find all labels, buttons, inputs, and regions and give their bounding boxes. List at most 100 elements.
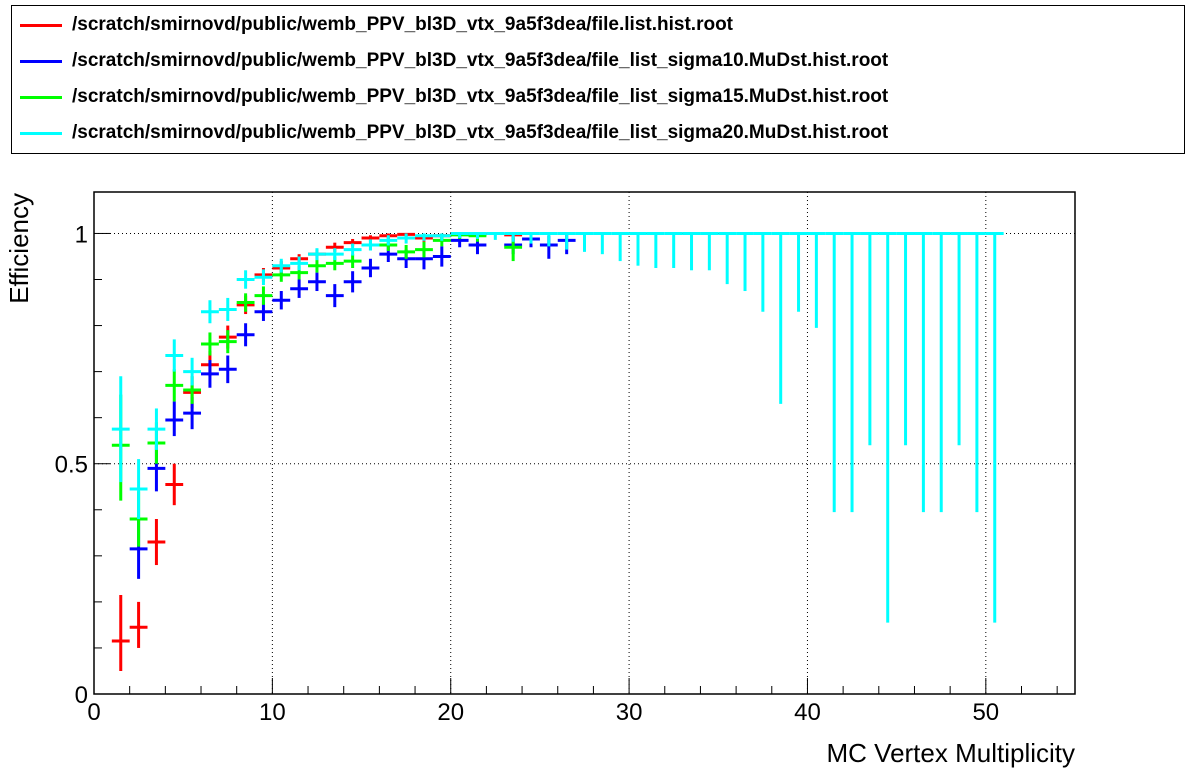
y-axis-title: Efficiency xyxy=(4,193,34,304)
data-point xyxy=(147,518,166,566)
series-default xyxy=(111,231,523,671)
data-point xyxy=(236,270,255,289)
data-point xyxy=(575,231,594,252)
data-point xyxy=(504,231,523,242)
data-point xyxy=(111,376,130,483)
x-tick-label: 0 xyxy=(87,699,100,726)
data-point xyxy=(450,231,469,239)
data-point xyxy=(557,231,576,250)
legend-entry-sigma15: /scratch/smirnovd/public/wemb_PPV_bl3D_v… xyxy=(12,83,1184,113)
data-point xyxy=(397,244,416,259)
data-point xyxy=(522,231,540,244)
data-point xyxy=(218,297,237,321)
data-point xyxy=(308,248,326,261)
data-point xyxy=(950,231,968,446)
data-point xyxy=(789,231,808,312)
series-sigma20 xyxy=(111,231,1004,623)
data-point xyxy=(272,258,291,273)
data-point xyxy=(218,330,237,354)
legend-entry-sigma10: /scratch/smirnovd/public/wemb_PPV_bl3D_v… xyxy=(12,47,1184,77)
data-point xyxy=(308,272,326,292)
data-point xyxy=(343,254,362,268)
data-point xyxy=(290,279,309,298)
data-point xyxy=(361,239,380,251)
data-point xyxy=(165,369,184,402)
data-point xyxy=(878,231,897,623)
data-point xyxy=(914,231,933,513)
data-point xyxy=(504,238,523,262)
data-point xyxy=(985,231,1004,623)
data-point xyxy=(183,357,202,386)
data-point xyxy=(343,271,362,293)
data-point xyxy=(325,284,344,308)
y-tick-label: 0 xyxy=(75,682,88,709)
legend-label-default: /scratch/smirnovd/public/wemb_PPV_bl3D_v… xyxy=(72,14,734,35)
data-point xyxy=(415,241,433,258)
data-point xyxy=(807,231,826,328)
x-tick-label: 20 xyxy=(437,699,464,726)
data-point xyxy=(308,258,326,273)
series-sigma10 xyxy=(129,233,576,579)
x-tick-label: 40 xyxy=(794,699,821,726)
data-point xyxy=(165,339,184,372)
data-point xyxy=(486,231,505,240)
data-point xyxy=(432,246,451,267)
legend-line-red xyxy=(20,24,62,27)
x-tick-label: 10 xyxy=(259,699,286,726)
legend-box: /scratch/smirnovd/public/wemb_PPV_bl3D_v… xyxy=(11,5,1185,154)
data-point xyxy=(236,293,255,312)
x-tick-label: 30 xyxy=(616,699,643,726)
data-point xyxy=(736,231,754,292)
y-tick-label: 0.5 xyxy=(55,452,88,479)
data-series xyxy=(111,231,1004,671)
data-point xyxy=(397,233,416,244)
legend-label-sigma10: /scratch/smirnovd/public/wemb_PPV_bl3D_v… xyxy=(72,50,889,71)
y-tick-label: 1 xyxy=(75,221,88,248)
x-tick-label: 50 xyxy=(972,699,999,726)
data-point xyxy=(539,231,558,247)
data-point xyxy=(201,360,219,388)
data-point xyxy=(111,594,130,671)
data-point xyxy=(468,231,487,239)
data-point xyxy=(147,408,166,450)
x-axis-title: MC Vertex Multiplicity xyxy=(827,738,1076,768)
data-point xyxy=(700,231,719,271)
data-point xyxy=(932,231,951,513)
legend-label-sigma20: /scratch/smirnovd/public/wemb_PPV_bl3D_v… xyxy=(72,122,889,143)
axes: 0 10 20 30 40 50 0 0.5 1 xyxy=(55,191,1076,726)
data-point xyxy=(254,269,273,286)
data-point xyxy=(967,231,986,513)
data-point xyxy=(843,231,861,513)
data-point xyxy=(825,231,844,513)
legend-label-sigma15: /scratch/smirnovd/public/wemb_PPV_bl3D_v… xyxy=(72,86,889,107)
data-point xyxy=(129,601,148,648)
data-point xyxy=(432,233,451,241)
data-point xyxy=(664,231,683,268)
data-point xyxy=(415,233,433,241)
data-point xyxy=(272,291,291,310)
data-point xyxy=(646,231,665,268)
data-point xyxy=(611,231,630,262)
data-point xyxy=(290,256,309,271)
data-point xyxy=(718,231,737,285)
legend-line-green xyxy=(20,96,62,99)
legend-line-blue xyxy=(20,60,62,63)
data-point xyxy=(254,286,273,305)
data-point xyxy=(325,248,344,261)
data-point xyxy=(379,235,398,246)
data-point xyxy=(129,459,148,519)
data-point xyxy=(771,231,790,404)
grid-lines xyxy=(94,192,1075,694)
data-point xyxy=(236,323,255,347)
data-point xyxy=(361,258,380,278)
data-point xyxy=(165,463,184,506)
data-point xyxy=(896,231,915,446)
data-point xyxy=(753,231,772,312)
data-point xyxy=(682,231,701,271)
data-point xyxy=(629,231,647,266)
legend-line-cyan xyxy=(20,132,62,135)
data-point xyxy=(201,300,219,324)
legend-entry-default: /scratch/smirnovd/public/wemb_PPV_bl3D_v… xyxy=(12,11,1184,41)
data-point xyxy=(593,231,612,255)
